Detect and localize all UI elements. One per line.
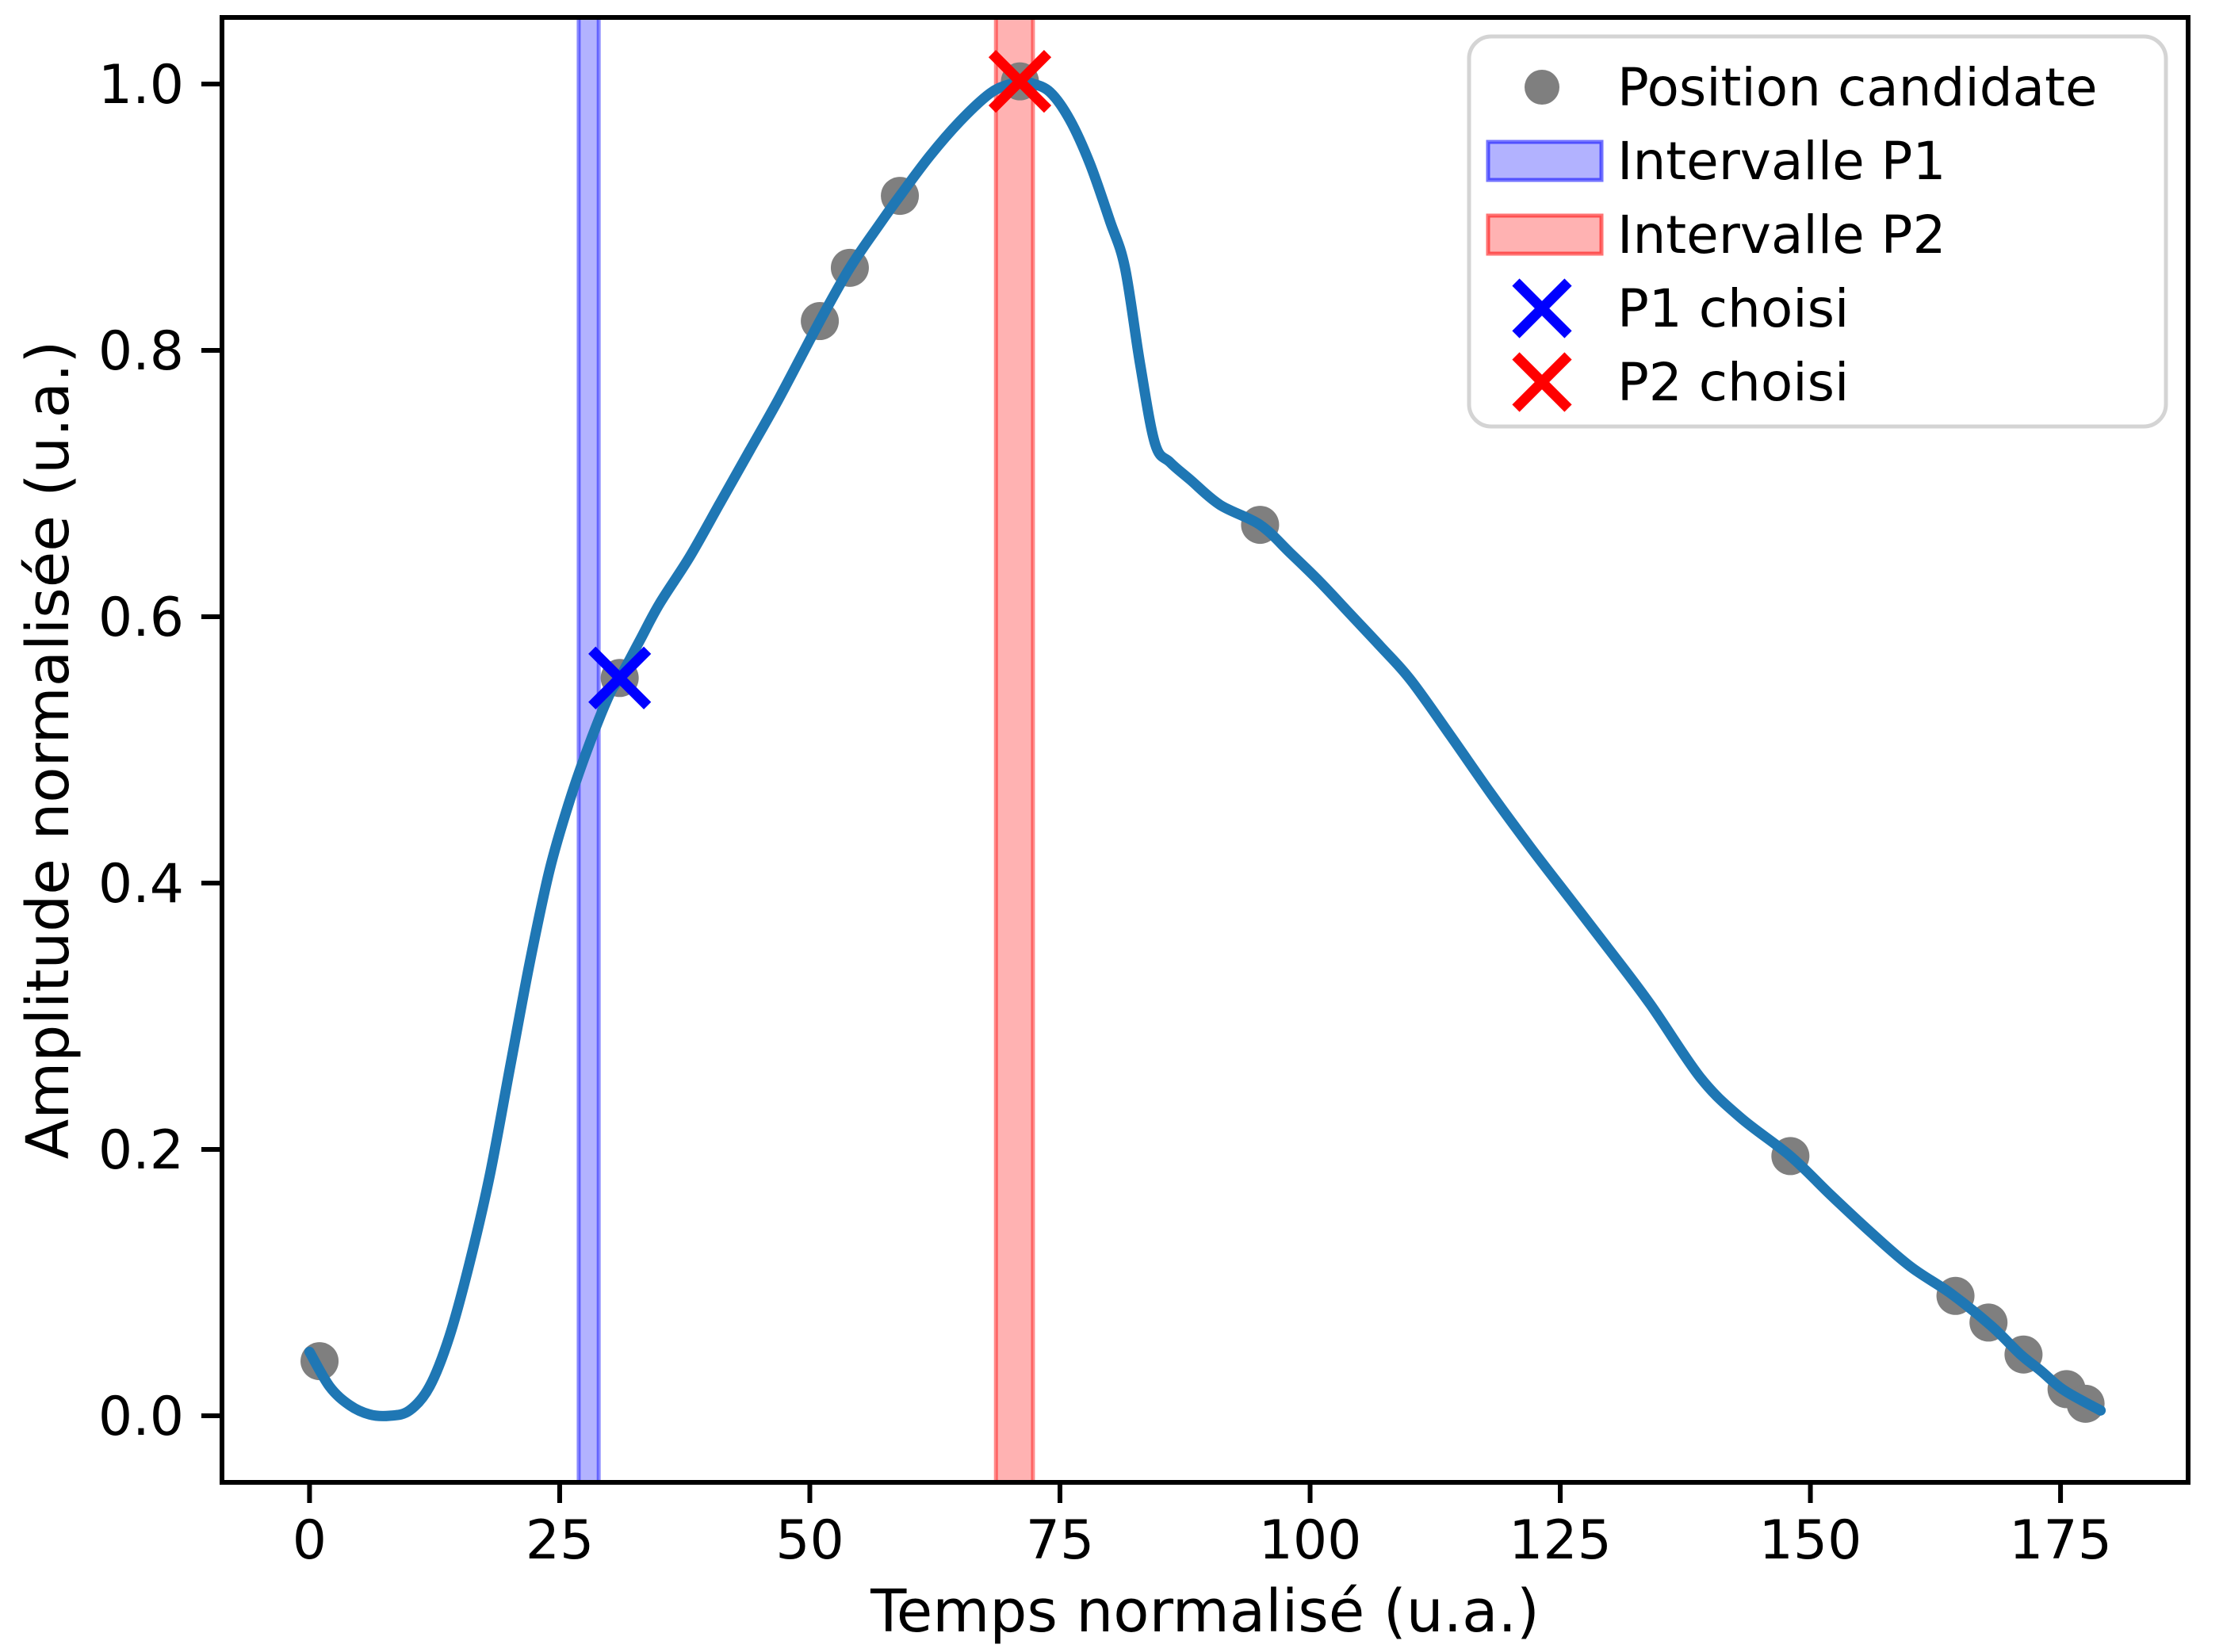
y-tick-label: 0.2 bbox=[98, 1119, 184, 1182]
p2-chosen-marker bbox=[988, 50, 1052, 113]
chart-render-root: 0 25 50 75 100 125 150 175 0.0 0.2 0.4 0.6 0.8 1.0 Pos… bbox=[98, 15, 2190, 1572]
p1-chosen-marker bbox=[588, 646, 652, 709]
x-tick-label: 50 bbox=[775, 1509, 844, 1572]
x-tick-label: 75 bbox=[1026, 1509, 1095, 1572]
y-tick-label: 0.8 bbox=[98, 320, 184, 383]
legend-patch-icon bbox=[1486, 213, 1604, 256]
y-axis-label: Amplitude normalisée (u.a.) bbox=[14, 341, 82, 1160]
legend-x-icon bbox=[1512, 352, 1572, 412]
signal-curve bbox=[304, 75, 2106, 1421]
x-axis-label: Temps normalisé (u.a.) bbox=[870, 1577, 1540, 1646]
legend-patch-icon bbox=[1486, 140, 1604, 182]
x-marker-stroke bbox=[588, 646, 652, 709]
legend-label-5: P2 choisi bbox=[1617, 352, 1849, 413]
x-marker-stroke bbox=[988, 50, 1052, 113]
y-tick-label: 0.4 bbox=[98, 853, 184, 916]
x-tick-label: 175 bbox=[2009, 1509, 2112, 1572]
legend-label-2: Intervalle P1 bbox=[1617, 131, 1946, 192]
legend-dot-icon bbox=[1525, 70, 1559, 105]
x-tick-label: 0 bbox=[293, 1509, 327, 1572]
x-tick-label: 25 bbox=[526, 1509, 595, 1572]
legend-label-3: Intervalle P2 bbox=[1617, 205, 1946, 266]
interval-band-p2 bbox=[993, 15, 1035, 1485]
legend-box bbox=[1467, 34, 2168, 429]
x-tick-label: 125 bbox=[1509, 1509, 1612, 1572]
legend-x-icon bbox=[1512, 278, 1572, 338]
y-tick-label: 0.0 bbox=[98, 1386, 184, 1448]
plot-frame bbox=[220, 15, 2190, 1485]
legend-label-4: P1 choisi bbox=[1617, 278, 1849, 339]
x-tick-label: 150 bbox=[1759, 1509, 1862, 1572]
y-tick-label: 0.6 bbox=[98, 587, 184, 649]
x-tick-label: 100 bbox=[1259, 1509, 1362, 1572]
y-tick-label: 1.0 bbox=[98, 54, 184, 117]
legend-label-1: Position candidate bbox=[1617, 57, 2098, 118]
